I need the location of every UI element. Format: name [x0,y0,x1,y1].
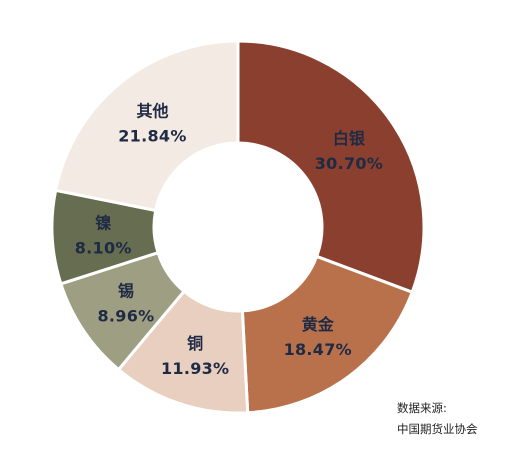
source-name: 中国期货业协会 [397,422,478,436]
slice-label-gold: 黄金 [302,315,335,334]
slice-label-tin: 锡 [118,281,134,300]
slice-label-silver: 白银 [333,129,366,148]
slice-label-copper: 铜 [187,334,203,353]
slice-value-nickel: 8.10% [75,239,132,258]
slice-label-nickel: 镍 [95,214,111,233]
slice-gold [240,254,415,415]
source-heading: 数据来源: [397,401,447,415]
slice-value-tin: 8.96% [97,306,154,325]
donut-slices [50,39,426,415]
slice-value-silver: 30.70% [315,154,383,173]
slice-label-other: 其他 [136,102,168,121]
slice-value-gold: 18.47% [284,340,352,359]
slice-silver [236,39,426,295]
data-source-note: 数据来源: 中国期货业协会 [397,398,478,440]
slice-labels: 白银 30.70% 黄金 18.47% 铜 11.93% 锡 8.96% 镍 8.10% 其他 21.… [75,102,383,378]
slice-other [53,39,240,213]
slice-value-copper: 11.93% [161,359,229,378]
slice-value-other: 21.84% [118,127,186,146]
